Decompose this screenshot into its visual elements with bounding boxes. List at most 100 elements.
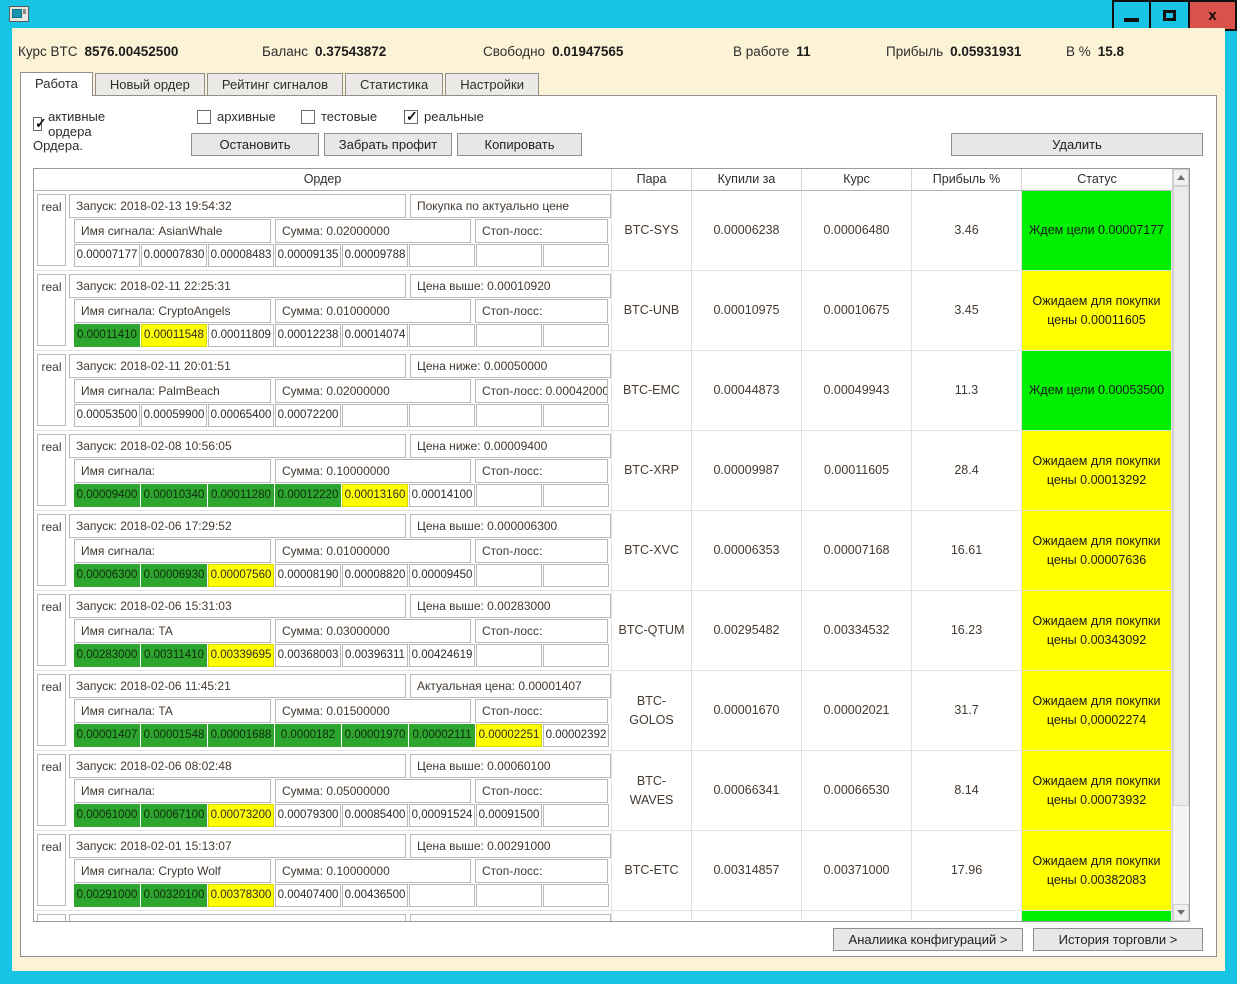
order-target-cell[interactable]: 0.00085400 <box>342 804 408 827</box>
order-target-cell[interactable]: 0.00320100 <box>141 884 207 907</box>
order-target-cell[interactable] <box>476 884 542 907</box>
order-target-cell[interactable]: 0.00012238 <box>275 324 341 347</box>
tab-statistika[interactable]: Статистика <box>344 73 444 96</box>
order-stoploss-field[interactable]: Стоп-лосс: <box>475 219 608 243</box>
order-target-cell[interactable]: 0.00059900 <box>141 404 207 427</box>
order-target-cell[interactable]: 0.00009400 <box>74 484 140 507</box>
order-stoploss-field[interactable]: Стоп-лосс: <box>475 459 608 483</box>
vertical-scrollbar[interactable] <box>1172 169 1189 921</box>
order-stoploss-field[interactable]: Стоп-лосс: <box>475 299 608 323</box>
order-signal-field[interactable]: Имя сигнала: <box>74 779 271 803</box>
order-target-cell[interactable] <box>543 644 609 667</box>
order-target-cell[interactable] <box>543 404 609 427</box>
tab-nastroyki[interactable]: Настройки <box>445 73 540 96</box>
order-amount-field[interactable]: Сумма: 0.05000000 <box>275 779 471 803</box>
order-target-cell[interactable]: 0.00010340 <box>141 484 207 507</box>
scrollbar-thumb[interactable] <box>1173 186 1189 806</box>
order-target-cell[interactable]: 0.00283000 <box>74 644 140 667</box>
order-target-cell[interactable]: 0.00007177 <box>74 244 140 267</box>
order-amount-field[interactable]: Сумма: 0.01000000 <box>275 539 471 563</box>
table-row[interactable]: real Запуск: 2018-02-01 15:13:07 Цена выше… <box>34 831 1172 911</box>
order-stoploss-field[interactable]: Стоп-лосс: <box>475 619 608 643</box>
order-target-cell[interactable]: 0.00001548 <box>141 724 207 747</box>
order-signal-field[interactable]: Имя сигнала: TA <box>74 699 271 723</box>
order-target-cell[interactable]: 0.00079300 <box>275 804 341 827</box>
order-amount-field[interactable]: Сумма: 0.01000000 <box>275 299 471 323</box>
order-signal-field[interactable]: Имя сигнала: <box>74 459 271 483</box>
order-signal-field[interactable]: Имя сигнала: <box>74 539 271 563</box>
order-launch-field[interactable]: Запуск: 2018-02-11 22:25:31 <box>69 274 406 298</box>
order-launch-field[interactable]: Запуск: 2018-02-06 11:45:21 <box>69 674 406 698</box>
order-target-cell[interactable]: 0.00368003 <box>275 644 341 667</box>
order-target-cell[interactable]: 0.00011280 <box>208 484 274 507</box>
order-target-cell[interactable]: 0.00011548 <box>141 324 207 347</box>
order-target-cell[interactable] <box>543 484 609 507</box>
order-target-cell[interactable] <box>409 324 475 347</box>
order-stoploss-field[interactable]: Стоп-лосс: <box>475 539 608 563</box>
maximize-button[interactable] <box>1151 0 1190 31</box>
order-launch-field[interactable]: Запуск: 2018-02-06 17:29:52 <box>69 514 406 538</box>
tab-reyting-signalov[interactable]: Рейтинг сигналов <box>206 73 343 96</box>
order-target-cell[interactable]: 0.00002251 <box>476 724 542 747</box>
table-row[interactable]: real Запуск: 2018-02-13 19:54:32 Покупка п… <box>34 191 1172 271</box>
order-launch-field[interactable]: Запуск: 2018-02-13 19:54:32 <box>69 194 406 218</box>
order-target-cell[interactable]: 0.00091500 <box>476 804 542 827</box>
order-target-cell[interactable] <box>476 244 542 267</box>
order-target-cell[interactable] <box>342 404 408 427</box>
order-target-cell[interactable]: 0.00008483 <box>208 244 274 267</box>
order-launch-field[interactable]: Запуск: 2018-02-06 15:31:03 <box>69 594 406 618</box>
order-target-cell[interactable]: 0.00008820 <box>342 564 408 587</box>
order-condition-field[interactable]: Покупка по актуально цене <box>410 194 611 218</box>
table-row[interactable]: real Запуск: 2018-02-06 08:02:48 Цена выше… <box>34 751 1172 831</box>
checkbox-archive[interactable]: архивные <box>197 109 276 124</box>
order-target-cell[interactable]: 0,00091524 <box>409 804 475 827</box>
order-target-cell[interactable]: 0.00001688 <box>208 724 274 747</box>
order-amount-field[interactable]: Сумма: 0.01500000 <box>275 699 471 723</box>
order-condition-field[interactable]: Цена выше: 0.000006300 <box>410 514 611 538</box>
order-target-cell[interactable]: 0.00436500 <box>342 884 408 907</box>
minimize-button[interactable] <box>1112 0 1151 31</box>
order-target-cell[interactable]: 0.00291000 <box>74 884 140 907</box>
order-amount-field[interactable]: Сумма: 0.02000000 <box>275 379 471 403</box>
order-target-cell[interactable]: 0.00006300 <box>74 564 140 587</box>
take-profit-button[interactable]: Забрать профит <box>324 133 452 156</box>
order-target-cell[interactable]: 0.00424619 <box>409 644 475 667</box>
order-condition-field[interactable]: Актуальная цена: 0.00001407 <box>410 674 611 698</box>
order-target-cell[interactable]: 0.00006930 <box>141 564 207 587</box>
table-row[interactable]: real Запуск: 2018-02-06 11:45:21 Актуальна… <box>34 671 1172 751</box>
order-condition-field[interactable]: Цена ниже: 0.00050000 <box>410 354 611 378</box>
order-condition-field[interactable]: Цена ниже: 0.00009400 <box>410 434 611 458</box>
order-target-cell[interactable]: 0.00012220 <box>275 484 341 507</box>
order-target-cell[interactable]: 0.00007560 <box>208 564 274 587</box>
order-target-cell[interactable] <box>409 884 475 907</box>
order-amount-field[interactable]: Сумма: 0.02000000 <box>275 219 471 243</box>
order-target-cell[interactable]: 0.00053500 <box>74 404 140 427</box>
order-condition-field[interactable]: Цена выше: 0.00283000 <box>410 594 611 618</box>
order-signal-field[interactable]: Имя сигнала: AsianWhale <box>74 219 271 243</box>
analytics-config-button[interactable]: Аналиика конфигураций > <box>833 928 1023 951</box>
tab-rabota[interactable]: Работа <box>20 72 93 96</box>
order-target-cell[interactable] <box>476 644 542 667</box>
order-launch-field[interactable]: Запуск: 2018-02-06 08:02:48 <box>69 754 406 778</box>
close-button[interactable]: x <box>1190 0 1237 31</box>
order-stoploss-field[interactable]: Стоп-лосс: <box>475 779 608 803</box>
order-target-cell[interactable]: 0.00407400 <box>275 884 341 907</box>
order-target-cell[interactable]: 0.00001407 <box>74 724 140 747</box>
order-target-cell[interactable]: 0.00002392 <box>543 724 609 747</box>
order-target-cell[interactable]: 0.00067100 <box>141 804 207 827</box>
checkbox-test[interactable]: тестовые <box>301 109 377 124</box>
order-target-cell[interactable] <box>476 484 542 507</box>
order-target-cell[interactable] <box>476 404 542 427</box>
order-target-cell[interactable]: 0.00061000 <box>74 804 140 827</box>
copy-button[interactable]: Копировать <box>457 133 582 156</box>
table-row[interactable]: real Запуск: 2018-02-06 17:29:52 Цена выше… <box>34 511 1172 591</box>
order-target-cell[interactable] <box>476 564 542 587</box>
order-target-cell[interactable]: 0.00013160 <box>342 484 408 507</box>
order-target-cell[interactable] <box>476 324 542 347</box>
tab-novyy-order[interactable]: Новый ордер <box>94 73 205 96</box>
order-target-cell[interactable]: 0.00311410 <box>141 644 207 667</box>
order-target-cell[interactable]: 0.00009450 <box>409 564 475 587</box>
order-target-cell[interactable] <box>543 324 609 347</box>
order-target-cell[interactable] <box>409 244 475 267</box>
order-target-cell[interactable] <box>543 884 609 907</box>
